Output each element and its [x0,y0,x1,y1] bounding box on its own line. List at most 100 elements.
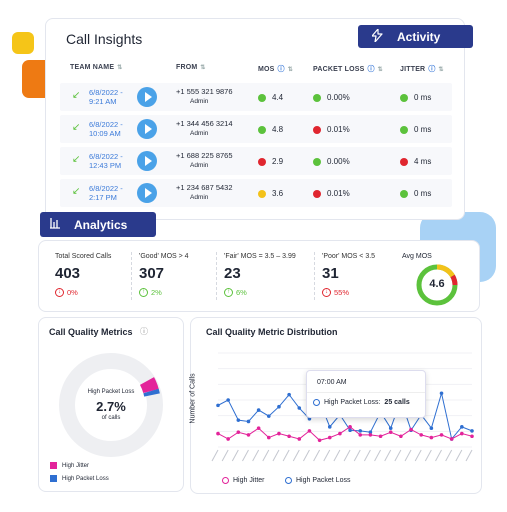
mos-value: 4.8 [258,125,283,134]
x-tick-mark [333,449,341,462]
col-from[interactable]: FROM ⇅ [176,64,206,71]
x-tick-mark [374,449,381,462]
x-tick-mark [252,449,260,462]
activity-button[interactable]: Activity [358,25,473,48]
jitter-value: 0 ms [400,93,431,102]
info-icon[interactable]: ⓘ [140,327,148,336]
data-point [277,431,281,436]
avg-mos-value: 4.6 [429,278,445,290]
analytics-label-pill[interactable]: Analytics [40,212,156,237]
quality-legend-packet-loss: High Packet Loss [50,475,109,482]
stat-change: ↓ 0% [55,288,111,297]
data-point [317,438,322,443]
call-direction-icon: ↙ [72,90,81,101]
play-button[interactable] [137,183,157,203]
status-dot [258,125,266,134]
data-point [368,430,373,435]
from-number: +1 555 321 9876 Admin [176,87,233,105]
x-tick-mark [323,449,331,462]
data-point [216,403,220,408]
data-point [287,434,291,439]
data-point [327,425,332,429]
x-tick-mark [242,449,249,462]
table-row[interactable] [60,83,452,111]
play-button[interactable] [137,87,157,107]
x-tick-mark [313,449,321,462]
from-number: +1 344 456 3214 Admin [176,119,233,137]
call-direction-icon: ↙ [72,186,81,197]
data-point [246,433,251,437]
x-tick-mark [465,449,473,462]
status-dot [400,93,408,102]
call-direction-icon: ↙ [72,122,81,133]
col-mos[interactable]: MOS ⓘ ⇅ [258,65,293,74]
distribution-line-chart [211,352,474,462]
packet-loss-value: 0.00% [313,157,350,166]
play-button[interactable] [137,151,157,171]
x-tick-mark [303,449,310,462]
data-point [388,430,393,435]
data-point [378,434,383,439]
col-team-name[interactable]: TEAM NAME ⇅ [70,64,123,71]
x-tick-mark [231,449,239,462]
stat-value: 307 [139,265,165,282]
series-line-high-jitter [217,426,473,441]
call-date-link[interactable]: 6/8/2022 -9:21 AM [89,88,123,106]
from-number: +1 234 687 5432 Admin [176,183,233,201]
table-row[interactable] [60,115,452,143]
trend-down-icon: ↓ [55,288,64,297]
quality-donut: High Packet Loss 2.7% of calls [55,349,167,461]
tooltip-label: High Packet Loss: [324,399,381,406]
sort-icon: ⇅ [438,66,444,73]
bar-chart-icon [50,217,62,232]
call-date-link[interactable]: 6/8/2022 -2:17 PM [89,184,123,202]
status-dot [258,157,266,166]
table-row[interactable] [60,147,452,175]
quality-title: Call Quality Metrics [49,327,133,337]
data-point [226,437,230,441]
play-button[interactable] [137,119,157,139]
table-row[interactable] [60,179,452,207]
x-tick-mark [414,449,422,462]
data-point [297,437,302,441]
col-packet-loss[interactable]: PACKET LOSS ⓘ ⇅ [313,65,383,74]
col-jitter[interactable]: JITTER ⓘ ⇅ [400,65,444,74]
x-tick-mark [404,449,412,462]
data-point [348,428,352,433]
stat-divider [131,252,132,300]
distribution-legend-jitter[interactable]: High Jitter [222,477,265,484]
x-tick-mark [211,449,219,462]
avg-mos-label: Avg MOS [402,253,432,260]
stat-value: 31 [322,265,339,282]
data-point [307,429,312,433]
status-dot [313,125,321,134]
x-tick-mark [363,449,371,462]
data-point [327,435,332,440]
jitter-value: 0 ms [400,125,431,134]
donut-center-label: High Packet Loss [87,389,135,395]
x-tick-mark [282,449,290,462]
data-point [368,433,373,437]
data-point [470,429,474,433]
distribution-legend-packet-loss[interactable]: High Packet Loss [285,477,350,484]
from-number: +1 688 225 8765 Admin [176,151,233,169]
trend-down-icon: ↓ [322,288,331,297]
chart-tooltip: 07:00 AM High Packet Loss: 25 calls [306,370,426,418]
stat-label: 'Good' MOS > 4 [139,253,189,260]
data-point [277,404,281,409]
data-point [429,435,434,440]
x-tick-mark [272,449,280,462]
call-date-link[interactable]: 6/8/2022 -10:09 AM [89,120,123,138]
call-date-link[interactable]: 6/8/2022 -12:43 PM [89,152,123,170]
info-icon: ⓘ [367,66,375,73]
stat-label: 'Poor' MOS < 3.5 [322,253,376,260]
quality-legend-jitter: High Jitter [50,462,89,469]
data-point [216,431,220,436]
stat-label: Total Scored Calls [55,253,112,260]
packet-loss-value: 0.01% [313,125,350,134]
data-point [439,391,444,396]
avg-mos-gauge: 4.6 [414,262,460,308]
mos-value: 2.9 [258,157,283,166]
stat-change: ↑ 2% [139,288,189,297]
data-point [256,408,261,412]
